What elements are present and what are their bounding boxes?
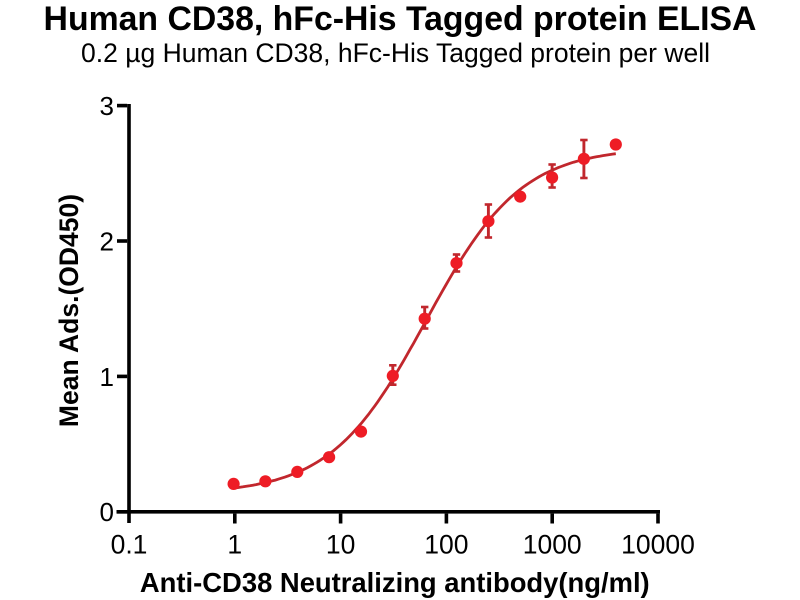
svg-text:1000: 1000: [523, 530, 582, 560]
svg-text:1: 1: [100, 362, 114, 392]
svg-text:3: 3: [100, 91, 114, 121]
svg-text:0: 0: [100, 497, 114, 527]
svg-text:10: 10: [326, 530, 355, 560]
svg-text:1: 1: [227, 530, 242, 560]
svg-text:Mean Ads.(OD450): Mean Ads.(OD450): [54, 194, 84, 427]
svg-text:100: 100: [424, 530, 468, 560]
svg-text:0.1: 0.1: [111, 530, 148, 560]
svg-text:0.2 µg Human CD38, hFc-His Tag: 0.2 µg Human CD38, hFc-His Tagged protei…: [81, 38, 710, 68]
svg-text:10000: 10000: [621, 530, 695, 560]
svg-text:Human CD38, hFc-His Tagged pro: Human CD38, hFc-His Tagged protein ELISA: [44, 0, 757, 38]
svg-text:2: 2: [100, 226, 114, 256]
svg-text:Anti-CD38 Neutralizing antibod: Anti-CD38 Neutralizing antibody(ng/ml): [140, 567, 650, 598]
